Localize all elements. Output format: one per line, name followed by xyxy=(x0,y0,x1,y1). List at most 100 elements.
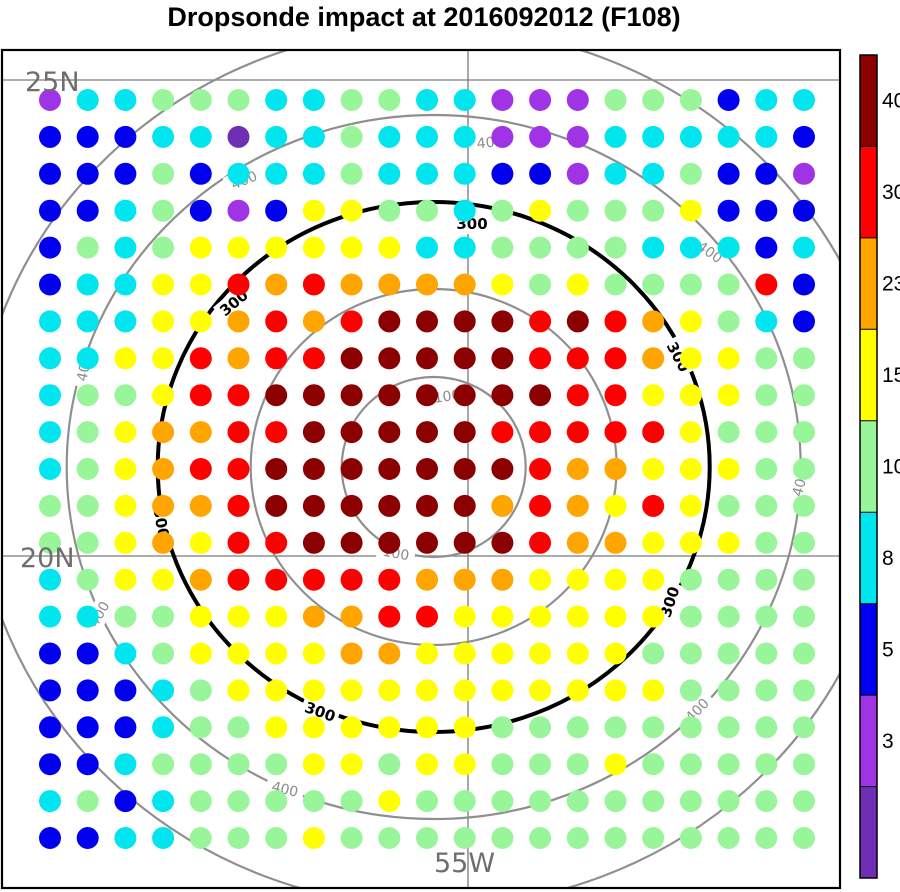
impact-dot xyxy=(453,236,476,259)
impact-dot xyxy=(453,273,476,296)
impact-dot xyxy=(604,236,627,259)
impact-dot xyxy=(491,531,514,554)
impact-dot xyxy=(302,89,325,111)
impact-dot xyxy=(416,273,438,296)
impact-dot xyxy=(642,421,665,444)
impact-dot xyxy=(491,642,514,665)
impact-dot xyxy=(189,531,212,554)
impact-dot xyxy=(378,531,401,554)
impact-dot xyxy=(529,753,552,776)
impact-dot xyxy=(793,568,815,591)
impact-dot xyxy=(152,347,175,370)
impact-dot xyxy=(114,753,137,776)
impact-dot xyxy=(755,199,778,222)
impact-dot xyxy=(642,236,665,259)
impact-dot xyxy=(529,642,552,665)
impact-dot xyxy=(152,310,175,333)
colorbar-bin xyxy=(860,512,877,604)
impact-dot xyxy=(152,494,175,517)
impact-dot xyxy=(152,89,175,111)
impact-dot xyxy=(679,679,702,702)
colorbar-tick-label: 10 xyxy=(882,456,900,479)
impact-dot xyxy=(189,310,212,333)
impact-dot xyxy=(76,605,99,628)
impact-dot xyxy=(642,458,665,480)
impact-dot xyxy=(39,162,61,185)
impact-dot xyxy=(717,89,740,111)
impact-dot xyxy=(642,199,665,222)
impact-dot xyxy=(302,310,325,333)
impact-dot xyxy=(566,347,589,370)
impact-dot xyxy=(227,125,250,148)
impact-dot xyxy=(302,568,325,591)
impact-dot xyxy=(302,125,325,148)
impact-dot xyxy=(227,531,250,554)
impact-dot xyxy=(642,679,665,702)
impact-dot xyxy=(152,458,175,480)
impact-dot xyxy=(340,790,363,813)
impact-dot xyxy=(114,89,137,111)
impact-dot xyxy=(265,494,288,517)
impact-dot xyxy=(378,679,401,702)
impact-dot xyxy=(302,347,325,370)
impact-dot xyxy=(679,790,702,813)
impact-dot xyxy=(340,531,363,554)
impact-dot xyxy=(340,753,363,776)
impact-dot xyxy=(642,89,665,111)
impact-dot xyxy=(566,236,589,259)
impact-dot xyxy=(416,199,438,222)
impact-dot xyxy=(302,827,325,849)
impact-dot xyxy=(340,458,363,480)
impact-dot xyxy=(755,89,778,111)
impact-dot xyxy=(39,347,61,370)
impact-dot xyxy=(679,384,702,407)
impact-dot xyxy=(76,827,99,849)
impact-dot xyxy=(679,716,702,739)
impact-dot xyxy=(189,162,212,185)
impact-dot xyxy=(302,199,325,222)
impact-dot xyxy=(227,162,250,185)
impact-dot xyxy=(152,679,175,702)
impact-dot xyxy=(793,125,815,148)
impact-dot xyxy=(529,458,552,480)
colorbar-bin xyxy=(860,603,877,696)
impact-dot xyxy=(189,236,212,259)
impact-dot xyxy=(755,236,778,259)
impact-dot xyxy=(717,679,740,702)
impact-dot xyxy=(265,605,288,628)
impact-dot xyxy=(529,421,552,444)
impact-dot xyxy=(76,458,99,480)
impact-dot xyxy=(39,494,61,517)
impact-dot xyxy=(529,89,552,111)
impact-dot xyxy=(679,125,702,148)
impact-dot xyxy=(453,642,476,665)
impact-dot xyxy=(416,568,438,591)
impact-dot xyxy=(378,347,401,370)
impact-dot xyxy=(152,531,175,554)
impact-dot xyxy=(793,458,815,480)
impact-dot xyxy=(227,384,250,407)
impact-dot xyxy=(227,568,250,591)
impact-dot xyxy=(189,790,212,813)
impact-dot xyxy=(265,790,288,813)
impact-dot xyxy=(378,236,401,259)
impact-dot xyxy=(755,753,778,776)
impact-dot xyxy=(76,494,99,517)
impact-dot xyxy=(793,162,815,185)
impact-dot xyxy=(114,310,137,333)
impact-dot xyxy=(227,679,250,702)
impact-dot xyxy=(302,642,325,665)
impact-dot xyxy=(378,642,401,665)
impact-dot xyxy=(340,421,363,444)
impact-dot xyxy=(679,458,702,480)
impact-dot xyxy=(378,125,401,148)
impact-dot xyxy=(642,642,665,665)
impact-dot xyxy=(302,494,325,517)
impact-dot xyxy=(39,827,61,849)
impact-dot xyxy=(793,347,815,370)
impact-dot xyxy=(793,89,815,111)
impact-dot xyxy=(265,716,288,739)
impact-dot xyxy=(679,531,702,554)
lat-label-25n: 25N xyxy=(25,67,80,98)
impact-dot xyxy=(227,310,250,333)
